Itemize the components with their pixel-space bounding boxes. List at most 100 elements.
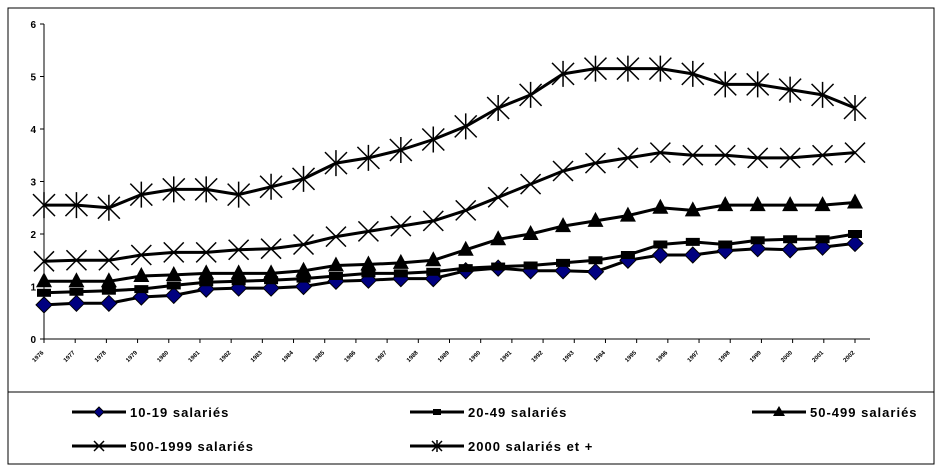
data-point <box>811 81 835 108</box>
x-marker-stroke <box>130 244 152 266</box>
legend-item: 2000 salariés et + <box>410 439 593 454</box>
triangle-marker <box>749 196 766 212</box>
x-marker-stroke <box>33 250 55 272</box>
y-tick-label: 5 <box>30 73 36 84</box>
data-point <box>357 220 379 242</box>
data-point <box>814 196 831 212</box>
data-point <box>684 201 701 217</box>
x-marker-stroke <box>552 160 574 182</box>
data-point <box>587 211 604 227</box>
data-point <box>422 210 444 232</box>
y-tick-label: 4 <box>30 125 36 136</box>
x-marker-stroke <box>422 210 444 232</box>
y-tick-label: 3 <box>30 178 36 189</box>
data-point <box>130 244 152 266</box>
square-marker <box>815 235 830 244</box>
legend-triangle-marker <box>773 406 785 416</box>
legend-label: 2000 salariés et + <box>468 439 593 454</box>
data-point <box>295 261 312 277</box>
square-marker <box>199 278 214 287</box>
legend-x-marker <box>93 440 105 452</box>
series-3 <box>36 193 863 288</box>
data-point <box>36 272 52 288</box>
diamond-marker <box>35 296 53 314</box>
data-point <box>457 240 474 256</box>
data-point <box>426 267 441 276</box>
square-marker <box>37 288 51 297</box>
data-point <box>199 278 214 287</box>
data-point <box>491 262 506 271</box>
diamond-marker <box>748 239 767 258</box>
series-line <box>43 151 856 263</box>
data-point <box>552 160 574 182</box>
data-point <box>393 269 408 278</box>
diamond-marker <box>684 246 702 264</box>
square-marker <box>296 274 311 283</box>
data-point <box>133 267 150 282</box>
legend-square-marker <box>433 409 441 415</box>
x-marker-stroke <box>844 142 866 164</box>
legend-label: 500-1999 salariés <box>130 439 254 454</box>
data-point <box>843 95 867 121</box>
data-point <box>847 193 863 209</box>
data-point <box>263 264 280 280</box>
data-point <box>361 269 376 278</box>
x-marker-stroke <box>390 215 412 237</box>
square-marker <box>231 277 246 286</box>
square-marker <box>69 287 84 296</box>
data-point <box>717 196 734 212</box>
data-point <box>129 181 153 208</box>
data-point <box>779 147 801 169</box>
x-marker-stroke <box>617 147 639 169</box>
triangle-marker <box>652 198 669 214</box>
data-point <box>100 294 118 313</box>
data-point <box>296 274 311 283</box>
triangle-marker <box>457 240 474 256</box>
data-point <box>97 194 121 221</box>
data-point <box>231 277 246 286</box>
triangle-marker <box>684 201 701 217</box>
triangle-marker <box>165 265 182 281</box>
square-marker <box>458 264 473 273</box>
triangle-marker <box>100 272 117 288</box>
data-point <box>360 255 377 271</box>
x-marker-stroke <box>163 241 185 263</box>
series-5 <box>32 55 867 221</box>
square-marker <box>620 251 635 259</box>
data-point <box>454 113 478 140</box>
data-point <box>522 225 539 240</box>
diamond-marker <box>67 294 86 313</box>
data-point <box>556 258 571 267</box>
data-point <box>714 144 736 166</box>
data-point <box>586 263 605 281</box>
triangle-marker <box>587 211 604 227</box>
triangle-marker <box>392 253 409 269</box>
triangle-marker <box>263 264 280 280</box>
triangle-marker <box>782 196 799 212</box>
square-marker <box>848 230 862 238</box>
data-point <box>35 296 53 314</box>
square-marker <box>101 286 116 295</box>
triangle-marker <box>490 230 507 246</box>
legend-item: 500-1999 salariés <box>72 439 254 454</box>
data-point <box>815 235 830 244</box>
data-point <box>616 55 640 82</box>
x-marker-stroke <box>65 249 87 271</box>
data-point <box>519 81 543 108</box>
square-marker <box>750 236 765 245</box>
x-marker-stroke <box>98 249 120 271</box>
data-point <box>425 251 442 267</box>
x-marker-stroke <box>779 147 801 169</box>
x-marker-stroke <box>325 226 347 248</box>
data-point <box>555 217 572 233</box>
data-point <box>100 272 117 288</box>
data-point <box>523 261 538 270</box>
data-point <box>846 234 864 253</box>
data-point <box>259 173 283 200</box>
triangle-marker <box>68 272 85 288</box>
data-point <box>490 230 507 246</box>
data-point <box>390 215 412 237</box>
triangle-marker <box>360 255 377 271</box>
